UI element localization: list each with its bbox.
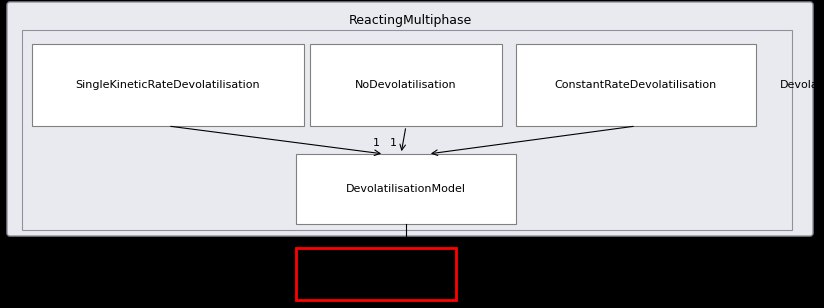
Bar: [22, 30, 792, 230]
Text: DevolatilisationModel: DevolatilisationModel: [346, 184, 466, 194]
Bar: [296, 248, 456, 300]
Text: 1: 1: [390, 138, 396, 148]
Text: ConstantRateDevolatilisation: ConstantRateDevolatilisation: [555, 80, 717, 90]
Bar: [516, 44, 756, 126]
Bar: [32, 44, 304, 126]
Text: SingleKineticRateDevolatilisation: SingleKineticRateDevolatilisation: [76, 80, 260, 90]
Text: DevolatilisationModel: DevolatilisationModel: [780, 80, 824, 90]
Text: NoDevolatilisation: NoDevolatilisation: [355, 80, 456, 90]
Text: ReactingMultiphase: ReactingMultiphase: [349, 14, 471, 27]
Bar: [310, 44, 502, 126]
Text: 1: 1: [372, 138, 380, 148]
FancyBboxPatch shape: [7, 2, 813, 236]
Bar: [296, 154, 516, 224]
